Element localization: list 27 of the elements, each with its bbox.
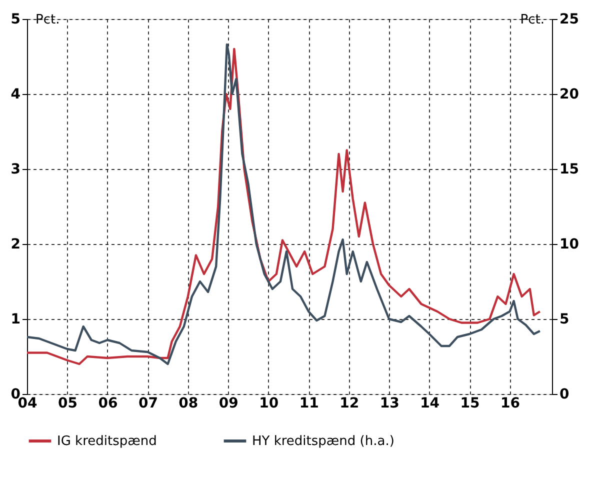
x-tick-label: 10 [259,396,279,412]
y2-tick-label: 5 [560,312,570,328]
y2-tick-label: 25 [560,12,579,28]
y2-tick-label: 20 [560,86,580,102]
y-tick-label: 4 [10,86,21,102]
x-tick-label: 08 [178,396,198,412]
y-tick-label: 1 [10,312,20,328]
y2-tick-label: 10 [560,236,580,252]
x-tick-label: 15 [460,396,480,412]
x-tick-label: 07 [138,396,158,412]
y-tick-label: 3 [10,162,20,178]
y-tick-label: 2 [10,236,20,252]
y2-tick-label: 0 [560,386,570,402]
x-tick-label: 06 [98,396,118,412]
y2-axis-title: Pct. [520,12,544,28]
y-tick-label: 5 [10,12,20,28]
x-tick-label: 16 [500,396,520,412]
y-axis-title: Pct. [36,12,60,28]
x-tick-label: 13 [380,396,400,412]
x-tick-label: 05 [58,396,78,412]
x-tick-label: 09 [218,396,238,412]
x-tick-label: 11 [299,396,319,412]
x-tick-label: 14 [420,396,440,412]
legend-label: HY kreditspænd (h.a.) [252,434,394,449]
x-tick-label: 12 [340,396,360,412]
y2-tick-label: 15 [560,162,579,178]
legend-label: IG kreditspænd [57,434,157,449]
